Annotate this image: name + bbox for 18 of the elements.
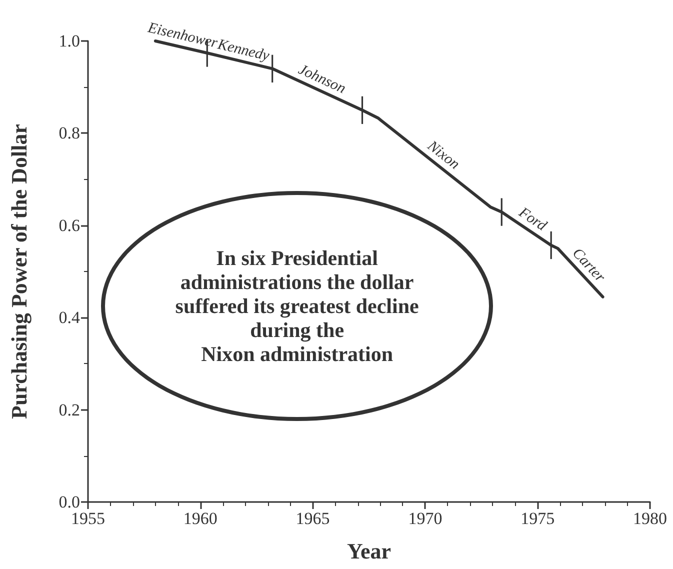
y-tick-label: 0.0 (58, 492, 80, 512)
x-tick-label: 1960 (183, 509, 218, 528)
annotation: Ford (514, 204, 550, 235)
x-tick-label: 1980 (633, 509, 667, 528)
y-tick-label: 0.8 (58, 124, 80, 143)
x-axis-title: Year (347, 538, 392, 564)
y-tick-label: 1.0 (58, 32, 80, 50)
y-tick-label: 0.4 (58, 308, 80, 328)
annotation: In six Presidential administrations the dollar suffered its greatest decline during the Nixon administration (175, 246, 419, 366)
x-tick-label: 1965 (296, 509, 330, 528)
x-tick-label: 1975 (520, 509, 555, 528)
y-tick-label: 0.2 (58, 400, 80, 420)
annotation: Kennedy (215, 36, 272, 65)
y-tick-label: 0.6 (58, 216, 80, 235)
x-tick-label: 1955 (71, 509, 105, 528)
y-axis-title: Purchasing Power of the Dollar (6, 124, 32, 419)
ellipse-outline: In six Presidential administrations the dollar suffered its greatest decline during the Nixon administration (101, 191, 494, 422)
x-tick-label: 1970 (408, 509, 442, 528)
